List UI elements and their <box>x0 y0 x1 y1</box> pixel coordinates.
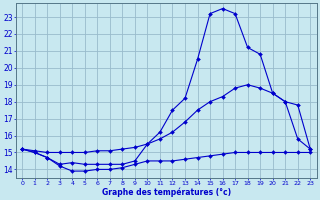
X-axis label: Graphe des températures (°c): Graphe des températures (°c) <box>102 187 231 197</box>
